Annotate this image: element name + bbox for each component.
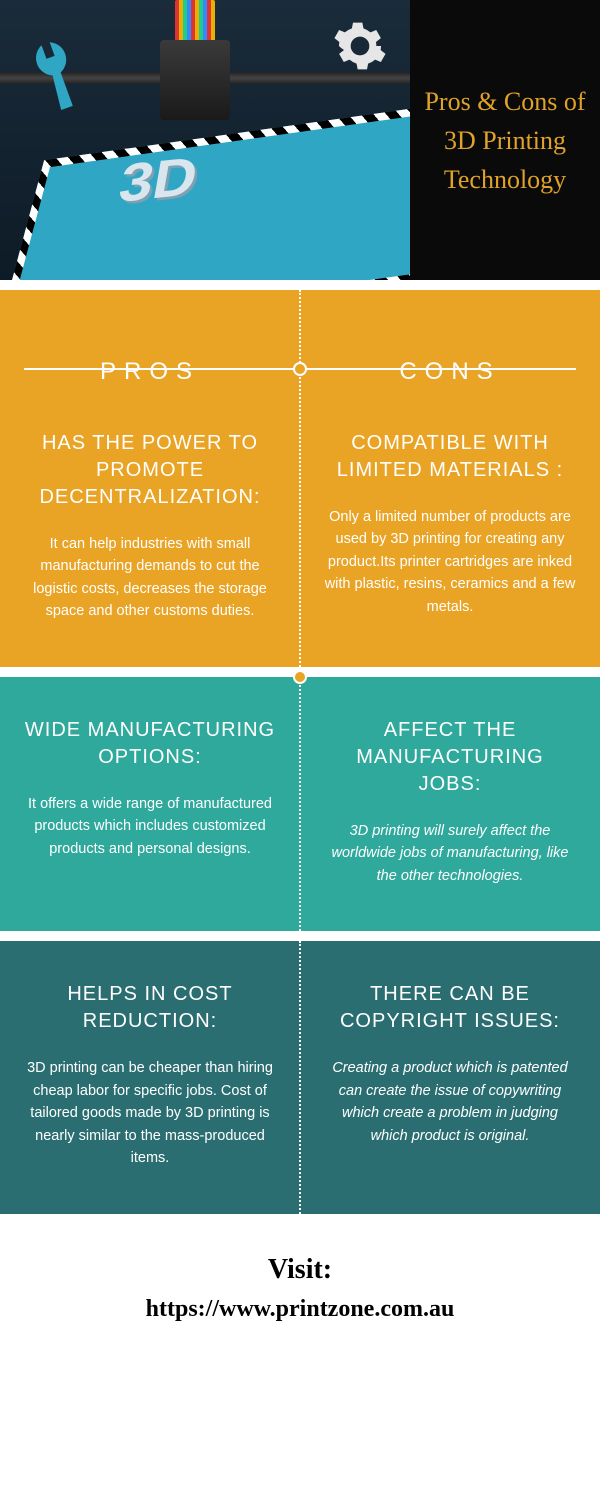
pros-label: PROS <box>24 358 276 386</box>
cons-label: CONS <box>324 358 576 386</box>
hero-illustration: 3D <box>0 0 410 280</box>
pro-title-3: HELPS IN COST REDUCTION: <box>24 981 276 1035</box>
printer-head <box>160 40 230 120</box>
page-title: Pros & Cons of 3D Printing Technology <box>410 0 600 280</box>
pros-col-3: HELPS IN COST REDUCTION: 3D printing can… <box>0 941 300 1213</box>
con-body-3: Creating a product which is patented can… <box>324 1057 576 1147</box>
pro-body-2: It offers a wide range of manufactured p… <box>24 793 276 860</box>
row-3: HELPS IN COST REDUCTION: 3D printing can… <box>0 941 600 1213</box>
footer: Visit: https://www.printzone.com.au <box>0 1214 600 1383</box>
cons-col-3: THERE CAN BE COPYRIGHT ISSUES: Creating … <box>300 941 600 1213</box>
gear-icon <box>332 18 388 74</box>
wrench-icon <box>8 28 101 121</box>
pro-title-2: WIDE MANUFACTURING OPTIONS: <box>24 717 276 771</box>
pros-col-2: WIDE MANUFACTURING OPTIONS: It offers a … <box>0 677 300 931</box>
extruded-3d-text: 3D <box>115 149 201 211</box>
pro-body-3: 3D printing can be cheaper than hiring c… <box>24 1057 276 1169</box>
header: 3D Pros & Cons of 3D Printing Technology <box>0 0 600 280</box>
timeline-dot <box>293 362 307 376</box>
row-2: WIDE MANUFACTURING OPTIONS: It offers a … <box>0 677 600 931</box>
con-body-2: 3D printing will surely affect the world… <box>324 820 576 887</box>
pro-body-1: It can help industries with small manufa… <box>24 533 276 623</box>
row-1: PROS HAS THE POWER TO PROMOTE DECENTRALI… <box>0 290 600 667</box>
con-title-1: COMPATIBLE WITH LIMITED MATERIALS : <box>324 430 576 484</box>
con-body-1: Only a limited number of products are us… <box>324 506 576 618</box>
visit-url: https://www.printzone.com.au <box>20 1296 580 1323</box>
con-title-3: THERE CAN BE COPYRIGHT ISSUES: <box>324 981 576 1035</box>
printer-wires <box>175 0 215 45</box>
timeline-dot <box>293 670 307 684</box>
con-title-2: AFFECT THE MANUFACTURING JOBS: <box>324 717 576 798</box>
pro-title-1: HAS THE POWER TO PROMOTE DECENTRALIZATIO… <box>24 430 276 511</box>
pros-col-1: PROS HAS THE POWER TO PROMOTE DECENTRALI… <box>0 318 300 667</box>
visit-label: Visit: <box>20 1254 580 1286</box>
cons-col-2: AFFECT THE MANUFACTURING JOBS: 3D printi… <box>300 677 600 931</box>
cons-col-1: CONS COMPATIBLE WITH LIMITED MATERIALS :… <box>300 318 600 667</box>
print-platform <box>0 100 410 280</box>
